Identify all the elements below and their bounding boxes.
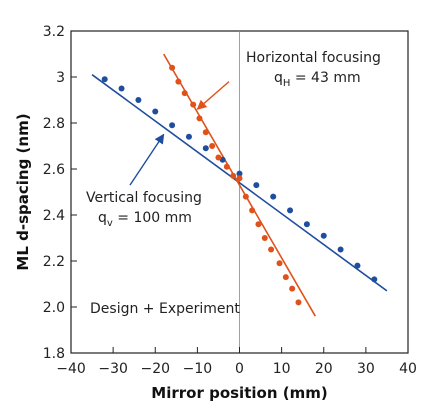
x-tick-label: −30 <box>98 361 128 377</box>
vertical-q-subscript: v <box>107 218 113 229</box>
x-tick-label: 0 <box>235 361 244 377</box>
horizontal-data-point <box>215 154 222 161</box>
vertical-data-point <box>371 276 378 283</box>
horizontal-data-point <box>223 163 230 170</box>
horizontal-fit-line <box>162 53 317 317</box>
vertical-fit-line <box>91 74 388 292</box>
horizontal-data-point <box>169 64 176 71</box>
horizontal-q-subscript: H <box>283 78 291 89</box>
horizontal-data-point <box>261 235 268 241</box>
vertical-data-point <box>354 262 361 269</box>
y-tick-label: 2.4 <box>43 208 65 224</box>
y-tick-label: 2.0 <box>43 300 65 316</box>
vertical-q-label: qv = 100 mm <box>98 210 192 229</box>
x-tick-label: −40 <box>56 361 86 377</box>
vertical-data-point <box>270 193 277 200</box>
horizontal-data-point <box>202 129 209 136</box>
vertical-data-point <box>202 145 209 152</box>
x-axis-label: Mirror position (mm) <box>151 384 327 402</box>
vertical-data-point <box>101 76 108 83</box>
horizontal-data-point <box>249 207 256 214</box>
y-tick-label: 3.2 <box>43 24 65 40</box>
x-tick-label: 40 <box>399 361 417 377</box>
vertical-data-point <box>169 122 176 129</box>
horizontal-data-point <box>190 101 197 108</box>
y-tick-label: 2.2 <box>43 254 65 270</box>
horizontal-q-value: = 43 mm <box>290 70 360 86</box>
horizontal-data-point <box>181 90 188 97</box>
horizontal-data-point <box>196 115 203 122</box>
horizontal-data-point <box>175 78 182 85</box>
vertical-annotation-arrow <box>129 133 165 186</box>
horizontal-data-point <box>289 285 296 292</box>
x-tick-label: −10 <box>183 361 213 377</box>
y-tick-label: 3 <box>56 70 65 86</box>
vertical-data-point <box>287 207 294 214</box>
horizontal-data-point <box>282 274 289 281</box>
horizontal-data-point <box>255 221 262 228</box>
vertical-data-point <box>337 246 344 253</box>
vertical-data-point <box>303 221 310 228</box>
vertical-data-point <box>236 170 243 177</box>
vertical-data-point <box>253 182 260 189</box>
horizontal-q-label: qH = 43 mm <box>274 70 361 89</box>
vertical-data-point <box>152 108 159 115</box>
x-tick-label: 20 <box>315 361 333 377</box>
x-tick-label: 10 <box>273 361 291 377</box>
vertical-data-point <box>135 97 142 103</box>
horizontal-data-point <box>236 175 243 182</box>
x-tick-label: −20 <box>140 361 170 377</box>
horizontal-annotation-arrow <box>196 81 230 110</box>
design-experiment-label: Design + Experiment <box>90 301 240 317</box>
y-tick-label: 2.6 <box>43 162 65 178</box>
vertical-data-point <box>320 232 327 239</box>
horizontal-data-point <box>209 143 216 149</box>
horizontal-data-point <box>230 172 237 179</box>
horizontal-focusing-label: Horizontal focusing <box>246 50 381 66</box>
horizontal-data-point <box>268 246 275 253</box>
vertical-q: q <box>98 210 107 226</box>
y-axis-label: ML d-spacing (nm) <box>14 113 32 270</box>
vertical-focusing-label: Vertical focusing <box>86 190 202 206</box>
horizontal-data-point <box>242 193 249 200</box>
y-tick-label: 2.8 <box>43 116 65 132</box>
x-tick-label: 30 <box>357 361 375 377</box>
horizontal-data-point <box>295 299 302 306</box>
horizontal-q: q <box>274 70 283 86</box>
vertical-data-point <box>185 133 192 140</box>
vertical-q-value: = 100 mm <box>113 210 192 226</box>
y-tick-label: 1.8 <box>43 346 65 362</box>
horizontal-data-point <box>276 260 283 267</box>
vertical-data-point <box>118 85 125 92</box>
